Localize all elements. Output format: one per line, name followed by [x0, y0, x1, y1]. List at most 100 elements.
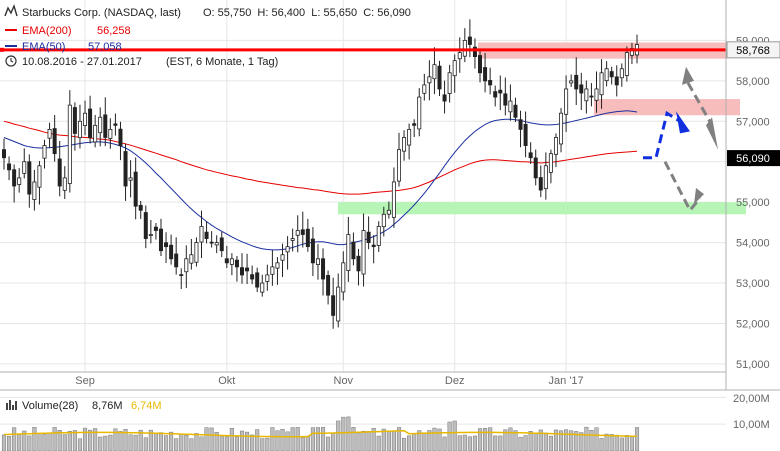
candle-body	[315, 258, 320, 265]
volume-bar	[143, 437, 148, 451]
candle-body	[503, 93, 508, 106]
candle	[589, 83, 594, 107]
candle-body	[280, 254, 285, 261]
candle	[498, 75, 503, 111]
candle-body	[376, 226, 381, 246]
candle-body	[214, 242, 219, 246]
candle-body	[52, 128, 57, 155]
candle	[189, 238, 194, 270]
candle-body	[275, 262, 280, 269]
candle	[305, 218, 310, 252]
volume-bar	[447, 421, 452, 451]
candle-body	[457, 52, 462, 60]
volume-bar	[310, 427, 315, 451]
candle	[548, 149, 553, 184]
candle	[240, 253, 245, 284]
price-tick-label: 51,000	[736, 359, 770, 371]
time-axis-label: Jan '17	[549, 375, 584, 387]
scenario-alt-arrowhead-down	[706, 117, 718, 150]
candle	[57, 140, 62, 197]
candle-body	[219, 237, 224, 252]
volume-bar	[493, 435, 498, 451]
candle-body	[57, 158, 62, 187]
volume-bar	[229, 428, 234, 451]
candle	[594, 71, 599, 113]
volume-bar	[163, 435, 169, 451]
volume-bar	[361, 430, 366, 451]
candle	[219, 231, 224, 258]
candle	[427, 60, 432, 101]
volume-bar	[214, 431, 219, 451]
candle-body	[305, 228, 310, 248]
candle-body	[437, 65, 442, 90]
volume-bar	[472, 435, 478, 451]
volume-bar	[7, 436, 12, 451]
ema200-legend-value: 56,258	[97, 25, 131, 37]
volume-bar	[27, 435, 32, 451]
date-range: 10.08.2016 - 27.01.2017	[22, 56, 142, 68]
ema200-line	[3, 120, 638, 195]
candle-body	[381, 213, 386, 228]
price-tick-label: 58,000	[736, 76, 770, 88]
candle	[391, 167, 396, 228]
volume-bar	[275, 430, 280, 451]
candle-body	[62, 177, 67, 191]
candle-body	[483, 67, 488, 82]
candle-body	[88, 108, 93, 138]
volume-bar	[219, 436, 224, 451]
candle	[386, 201, 391, 219]
scenario-up-arrow	[643, 110, 681, 160]
volume-bar	[381, 428, 386, 451]
volume-bar	[184, 434, 189, 451]
candle-body	[194, 242, 199, 263]
volume-bar	[356, 432, 361, 451]
candle	[103, 97, 108, 147]
candle-body	[574, 74, 579, 90]
candle-body	[478, 55, 483, 74]
candle	[609, 66, 614, 85]
candle-body	[158, 228, 163, 252]
candle-body	[533, 157, 538, 179]
candle-body	[594, 88, 599, 101]
candle	[351, 232, 356, 266]
candle	[209, 231, 214, 248]
candle-body	[559, 112, 564, 145]
volume-grid	[0, 396, 726, 425]
candle	[93, 114, 98, 148]
candle-body	[77, 120, 82, 139]
volume-bar	[523, 435, 528, 451]
volume-bar	[548, 435, 553, 451]
candle	[341, 251, 346, 301]
candle	[245, 253, 250, 285]
chart-header: Starbucks Corp. (NASDAQ, last) O: 55,750…	[4, 3, 411, 68]
ohlc-values: O: 55,750 H: 56,400 L: 55,650 C: 56,090	[203, 7, 411, 19]
candle	[483, 52, 488, 93]
scenario-up-arrowhead	[676, 111, 690, 134]
candle-body	[321, 258, 326, 280]
volume-bar	[57, 429, 62, 451]
volume-bar	[432, 427, 437, 451]
volume-bar	[589, 429, 594, 451]
candle-body	[72, 107, 77, 134]
volume-bar	[250, 434, 255, 451]
volume-bar	[204, 427, 209, 451]
volume-bar	[285, 431, 290, 451]
volume-bar	[326, 436, 331, 451]
candle	[169, 234, 174, 265]
candle	[234, 255, 239, 282]
candle	[270, 250, 275, 286]
candle	[123, 143, 128, 201]
volume-bar	[17, 434, 22, 451]
ema50-legend-label: EMA(50)	[22, 41, 65, 53]
volume-bar	[199, 436, 204, 451]
candle	[47, 122, 52, 149]
volume-bar	[558, 430, 564, 451]
candle	[467, 19, 472, 58]
candle	[361, 213, 366, 287]
candle	[412, 119, 417, 137]
candle-body	[37, 165, 42, 188]
candle	[417, 88, 422, 137]
candle-body	[346, 234, 351, 271]
candle-body	[12, 169, 17, 187]
volume-bars	[1, 416, 640, 451]
